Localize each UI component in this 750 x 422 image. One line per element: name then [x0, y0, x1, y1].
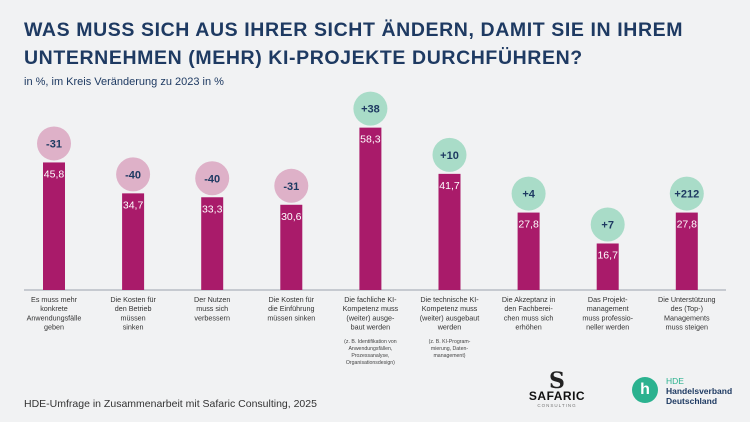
category-label: muss sich — [196, 304, 228, 313]
change-bubble — [116, 157, 151, 192]
bar-value-label: 34,7 — [123, 199, 144, 211]
chart-subtitle: in %, im Kreis Veränderung zu 2023 in % — [24, 76, 224, 88]
hde-logo: h HDE Handelsverband Deutschland — [632, 376, 742, 408]
bar — [596, 243, 619, 290]
bar — [517, 212, 540, 290]
category-note: (z. B. Identifikation von — [344, 339, 397, 345]
category-label: erhöhen — [515, 323, 541, 332]
safaric-logo: S SAFARIC CONSULTING — [522, 368, 592, 409]
hde-line-1: Handelsverband — [666, 386, 733, 396]
bar-value-label: 27,8 — [518, 219, 539, 231]
category-label: Die Kosten für — [269, 295, 315, 304]
change-bubble — [37, 126, 71, 161]
category-label: Der Nutzen — [194, 295, 230, 304]
category-label: sinken — [123, 323, 144, 332]
category-label: Die fachliche KI- — [344, 295, 397, 304]
category-note: Prozessanalyse, — [351, 353, 389, 359]
category-label: Es muss mehr — [31, 295, 78, 304]
hde-line-2: Deutschland — [666, 396, 718, 406]
hde-wordmark: HDE Handelsverband Deutschland — [666, 376, 732, 406]
category-label: neller werden — [586, 323, 629, 332]
bar-value-label: 45,8 — [44, 168, 65, 180]
change-bubble — [590, 207, 625, 242]
bar — [122, 193, 145, 290]
change-bubble — [195, 161, 230, 196]
bar — [201, 197, 224, 290]
hde-logo-icon: h — [632, 377, 658, 403]
change-label: -31 — [283, 181, 299, 193]
category-label: Kompetenz muss — [422, 304, 478, 313]
category-label: den Fachberei- — [504, 304, 553, 313]
change-label: -40 — [125, 169, 141, 181]
category-label: Die Akzeptanz in — [502, 295, 556, 304]
category-label: den Betrieb — [115, 304, 152, 313]
change-bubble — [353, 91, 388, 126]
category-label: (weiter) ausge- — [346, 313, 395, 322]
change-bubble — [274, 168, 309, 203]
category-label: (weiter) ausgebaut — [420, 313, 480, 322]
category-note: Anwendungsfällen, — [348, 346, 392, 352]
category-label: baut werden — [351, 323, 391, 332]
change-label: +38 — [361, 104, 380, 116]
category-label: Managements — [664, 313, 710, 322]
category-label: Das Projekt- — [588, 295, 628, 304]
change-bubble — [669, 176, 704, 211]
category-label: muss steigen — [666, 323, 708, 332]
category-label: geben — [44, 323, 64, 332]
category-label: Die Unterstützung — [658, 295, 716, 304]
bar — [280, 204, 303, 290]
category-label: Die Kosten für — [110, 295, 156, 304]
bar — [43, 162, 65, 290]
category-note: Organisationsdesign) — [346, 360, 395, 366]
bar — [438, 173, 461, 290]
category-label: management — [587, 304, 629, 313]
category-note: mierung, Daten- — [431, 346, 468, 352]
category-label: müssen — [121, 313, 146, 322]
category-note: management) — [433, 353, 465, 359]
category-label: Die technische KI- — [420, 295, 479, 304]
bar-value-label: 58,3 — [360, 134, 381, 146]
chart-title: WAS MUSS SICH AUS IHRER SICHT ÄNDERN, DA… — [24, 16, 724, 72]
title-line-2: UNTERNEHMEN (MEHR) KI-PROJEKTE DURCHFÜHR… — [24, 47, 583, 69]
category-note: (z. B. KI-Program- — [429, 339, 471, 345]
bar-value-label: 33,3 — [202, 203, 223, 215]
change-label: +7 — [601, 219, 614, 231]
category-label: die Einführung — [268, 304, 314, 313]
safaric-sub: CONSULTING — [537, 403, 577, 408]
change-label: +4 — [522, 189, 535, 201]
change-label: +10 — [440, 150, 459, 162]
bar — [359, 127, 382, 291]
safaric-mark-icon: S — [549, 368, 565, 394]
change-bubble — [511, 176, 546, 211]
title-line-1: WAS MUSS SICH AUS IHRER SICHT ÄNDERN, DA… — [24, 19, 684, 41]
source-note: HDE-Umfrage in Zusammenarbeit mit Safari… — [24, 398, 317, 410]
category-label: Anwendungsfälle — [27, 313, 82, 322]
category-label: muss professio- — [582, 313, 633, 322]
bar-value-label: 16,7 — [597, 249, 618, 261]
change-label: -31 — [46, 138, 62, 150]
change-label: -40 — [204, 173, 220, 185]
bar-value-label: 27,8 — [677, 219, 698, 231]
bar-value-label: 30,6 — [281, 211, 302, 223]
change-bubble — [432, 137, 467, 172]
category-label: verbessern — [194, 313, 230, 322]
category-label: müssen sinken — [267, 313, 315, 322]
bar — [675, 212, 698, 290]
safaric-name: SAFARIC — [528, 389, 586, 403]
category-label: des (Top-) — [671, 304, 703, 313]
bar-value-label: 41,7 — [439, 180, 460, 192]
category-label: Kompetenz muss — [343, 304, 399, 313]
category-label: werden — [437, 323, 462, 332]
category-label: konkrete — [40, 304, 68, 313]
change-label: +212 — [674, 189, 699, 201]
category-label: chen muss sich — [504, 313, 554, 322]
hde-abbr: HDE — [666, 376, 684, 386]
